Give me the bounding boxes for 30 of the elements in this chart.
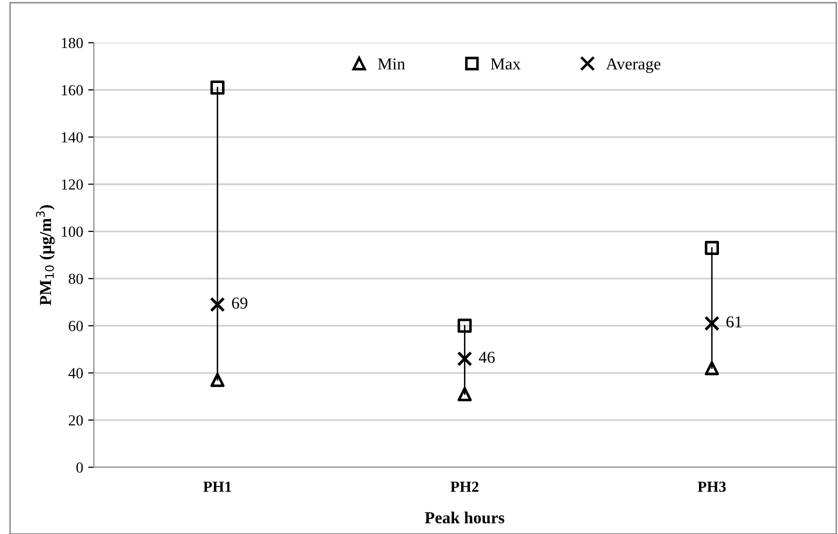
y-tick-label: 160 [62, 85, 83, 96]
point [458, 318, 472, 333]
legend-label: Min [378, 58, 406, 70]
data-label: 69 [232, 297, 248, 309]
point [458, 387, 472, 402]
legend-label: Average [606, 58, 660, 73]
x-tick-label: PH1 [203, 482, 232, 492]
x-tick-label: PH3 [698, 482, 726, 492]
x-tick-label: PH2 [450, 482, 478, 492]
y-tick-label: 140 [62, 132, 83, 143]
y-tick-label: 60 [68, 320, 83, 332]
data-label: 61 [726, 316, 742, 328]
y-tick-label: 20 [68, 415, 83, 426]
y-tick-label: 80 [68, 274, 83, 284]
point [457, 351, 472, 366]
y-tick-label: 120 [62, 179, 83, 190]
point [210, 372, 225, 388]
y-tick-label: 180 [62, 38, 83, 48]
y-axis-title: PM$_{10}$ (µg/m$^{3}$) [36, 205, 55, 306]
x-axis-title: Peak hours [424, 512, 504, 524]
y-tick-label: 0 [76, 462, 83, 473]
y-tick-label: 40 [68, 368, 83, 378]
y-tick-label: 100 [62, 226, 83, 237]
point [210, 296, 226, 312]
point [210, 80, 225, 95]
data-label: 46 [478, 352, 495, 363]
point [704, 240, 719, 255]
legend-label: Max [490, 58, 521, 70]
point [704, 361, 719, 376]
point [704, 316, 720, 331]
